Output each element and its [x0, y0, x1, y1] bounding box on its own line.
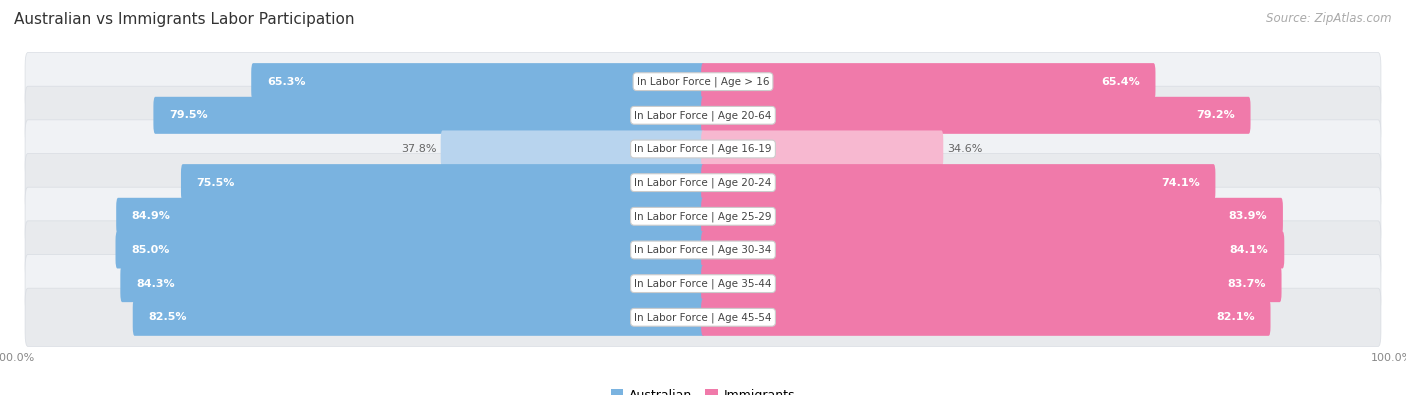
FancyBboxPatch shape: [702, 97, 1250, 134]
Text: 82.5%: 82.5%: [149, 312, 187, 322]
Text: In Labor Force | Age 25-29: In Labor Force | Age 25-29: [634, 211, 772, 222]
Text: 85.0%: 85.0%: [131, 245, 170, 255]
Text: In Labor Force | Age 45-54: In Labor Force | Age 45-54: [634, 312, 772, 323]
Text: 83.7%: 83.7%: [1227, 278, 1265, 289]
FancyBboxPatch shape: [25, 86, 1381, 145]
FancyBboxPatch shape: [25, 254, 1381, 313]
Text: 37.8%: 37.8%: [402, 144, 437, 154]
Text: 34.6%: 34.6%: [946, 144, 983, 154]
FancyBboxPatch shape: [702, 231, 1284, 269]
Text: 75.5%: 75.5%: [197, 178, 235, 188]
Text: 79.5%: 79.5%: [169, 110, 208, 120]
Text: 83.9%: 83.9%: [1229, 211, 1267, 221]
FancyBboxPatch shape: [153, 97, 704, 134]
FancyBboxPatch shape: [252, 63, 704, 100]
Text: Source: ZipAtlas.com: Source: ZipAtlas.com: [1267, 12, 1392, 25]
FancyBboxPatch shape: [702, 265, 1281, 302]
Legend: Australian, Immigrants: Australian, Immigrants: [606, 384, 800, 395]
Text: 84.9%: 84.9%: [132, 211, 170, 221]
FancyBboxPatch shape: [25, 120, 1381, 178]
Text: 79.2%: 79.2%: [1197, 110, 1234, 120]
FancyBboxPatch shape: [25, 154, 1381, 212]
FancyBboxPatch shape: [117, 198, 704, 235]
FancyBboxPatch shape: [181, 164, 704, 201]
FancyBboxPatch shape: [702, 164, 1215, 201]
FancyBboxPatch shape: [702, 198, 1282, 235]
FancyBboxPatch shape: [440, 130, 704, 167]
FancyBboxPatch shape: [702, 130, 943, 167]
Text: In Labor Force | Age 30-34: In Labor Force | Age 30-34: [634, 245, 772, 255]
Text: In Labor Force | Age > 16: In Labor Force | Age > 16: [637, 76, 769, 87]
FancyBboxPatch shape: [25, 53, 1381, 111]
Text: In Labor Force | Age 16-19: In Labor Force | Age 16-19: [634, 144, 772, 154]
Text: 82.1%: 82.1%: [1216, 312, 1254, 322]
FancyBboxPatch shape: [132, 299, 704, 336]
FancyBboxPatch shape: [121, 265, 704, 302]
Text: 74.1%: 74.1%: [1161, 178, 1199, 188]
Text: In Labor Force | Age 20-64: In Labor Force | Age 20-64: [634, 110, 772, 120]
FancyBboxPatch shape: [702, 63, 1156, 100]
Text: 65.4%: 65.4%: [1101, 77, 1140, 87]
Text: 84.3%: 84.3%: [136, 278, 174, 289]
FancyBboxPatch shape: [25, 288, 1381, 346]
FancyBboxPatch shape: [25, 187, 1381, 245]
FancyBboxPatch shape: [25, 221, 1381, 279]
FancyBboxPatch shape: [702, 299, 1271, 336]
Text: In Labor Force | Age 35-44: In Labor Force | Age 35-44: [634, 278, 772, 289]
Text: 65.3%: 65.3%: [267, 77, 305, 87]
Text: 84.1%: 84.1%: [1230, 245, 1268, 255]
FancyBboxPatch shape: [115, 231, 704, 269]
Text: In Labor Force | Age 20-24: In Labor Force | Age 20-24: [634, 177, 772, 188]
Text: Australian vs Immigrants Labor Participation: Australian vs Immigrants Labor Participa…: [14, 12, 354, 27]
